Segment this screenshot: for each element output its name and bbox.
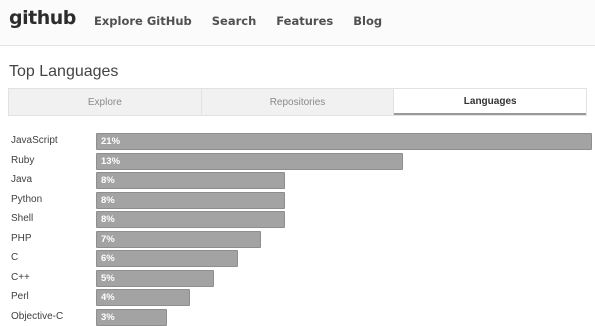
language-bar: 3% [96,308,167,326]
tab-explore[interactable]: Explore [9,89,202,115]
language-name[interactable]: C++ [11,271,30,283]
language-bar: 6% [96,250,238,267]
page-title: Top Languages [9,63,119,80]
language-percent: 13% [101,155,121,167]
language-percent: 8% [101,175,115,186]
language-percent: 8% [101,194,115,206]
explore-tabs: Explore Repositories Languages [8,88,587,116]
language-bar: 4% [96,289,190,306]
language-name[interactable]: Shell [11,213,34,224]
language-row: PHP 7% [0,230,595,250]
language-percent: 4% [101,292,115,303]
language-percent: 7% [101,233,115,245]
language-name[interactable]: Objective-C [11,310,64,322]
language-name[interactable]: C [11,252,19,263]
language-percent: 6% [101,253,115,264]
main-nav: Explore GitHub Search Features Blog [94,14,402,28]
language-row: Perl 4% [0,288,595,308]
tab-languages[interactable]: Languages [394,89,587,115]
language-percent: 8% [101,214,115,225]
language-bar: 5% [96,269,214,287]
language-bar: 8% [96,211,285,228]
language-percent: 21% [101,136,121,147]
language-bar: 8% [96,172,285,189]
language-name[interactable]: PHP [11,232,32,244]
language-bar: 7% [96,230,261,248]
language-row: Objective-C 3% [0,308,595,326]
nav-features[interactable]: Features [276,14,334,28]
language-row: Shell 8% [0,210,595,230]
nav-explore-github[interactable]: Explore GitHub [94,14,192,28]
language-bar: 21% [96,133,592,150]
language-name[interactable]: JavaScript [11,135,58,146]
language-row: Ruby 13% [0,152,595,172]
language-row: C++ 5% [0,269,595,289]
nav-blog[interactable]: Blog [353,14,383,28]
language-list: JavaScript 21% Ruby 13% Java 8% Python 8% Shell 8… [0,132,595,326]
language-row: Java 8% [0,171,595,191]
tab-repositories[interactable]: Repositories [202,89,395,115]
language-percent: 5% [101,272,115,284]
language-row: JavaScript 21% [0,132,595,152]
language-bar: 13% [96,152,403,170]
language-name[interactable]: Ruby [11,154,35,166]
language-name[interactable]: Python [11,193,43,205]
language-percent: 3% [101,311,115,323]
language-name[interactable]: Java [11,174,33,185]
nav-search[interactable]: Search [211,14,257,28]
language-name[interactable]: Perl [11,291,29,302]
top-bar: github Explore GitHub Search Features Bl… [0,0,595,46]
language-row: C 6% [0,249,595,269]
language-bar: 8% [96,191,285,209]
language-row: Python 8% [0,191,595,211]
github-logo[interactable]: github [9,7,76,29]
